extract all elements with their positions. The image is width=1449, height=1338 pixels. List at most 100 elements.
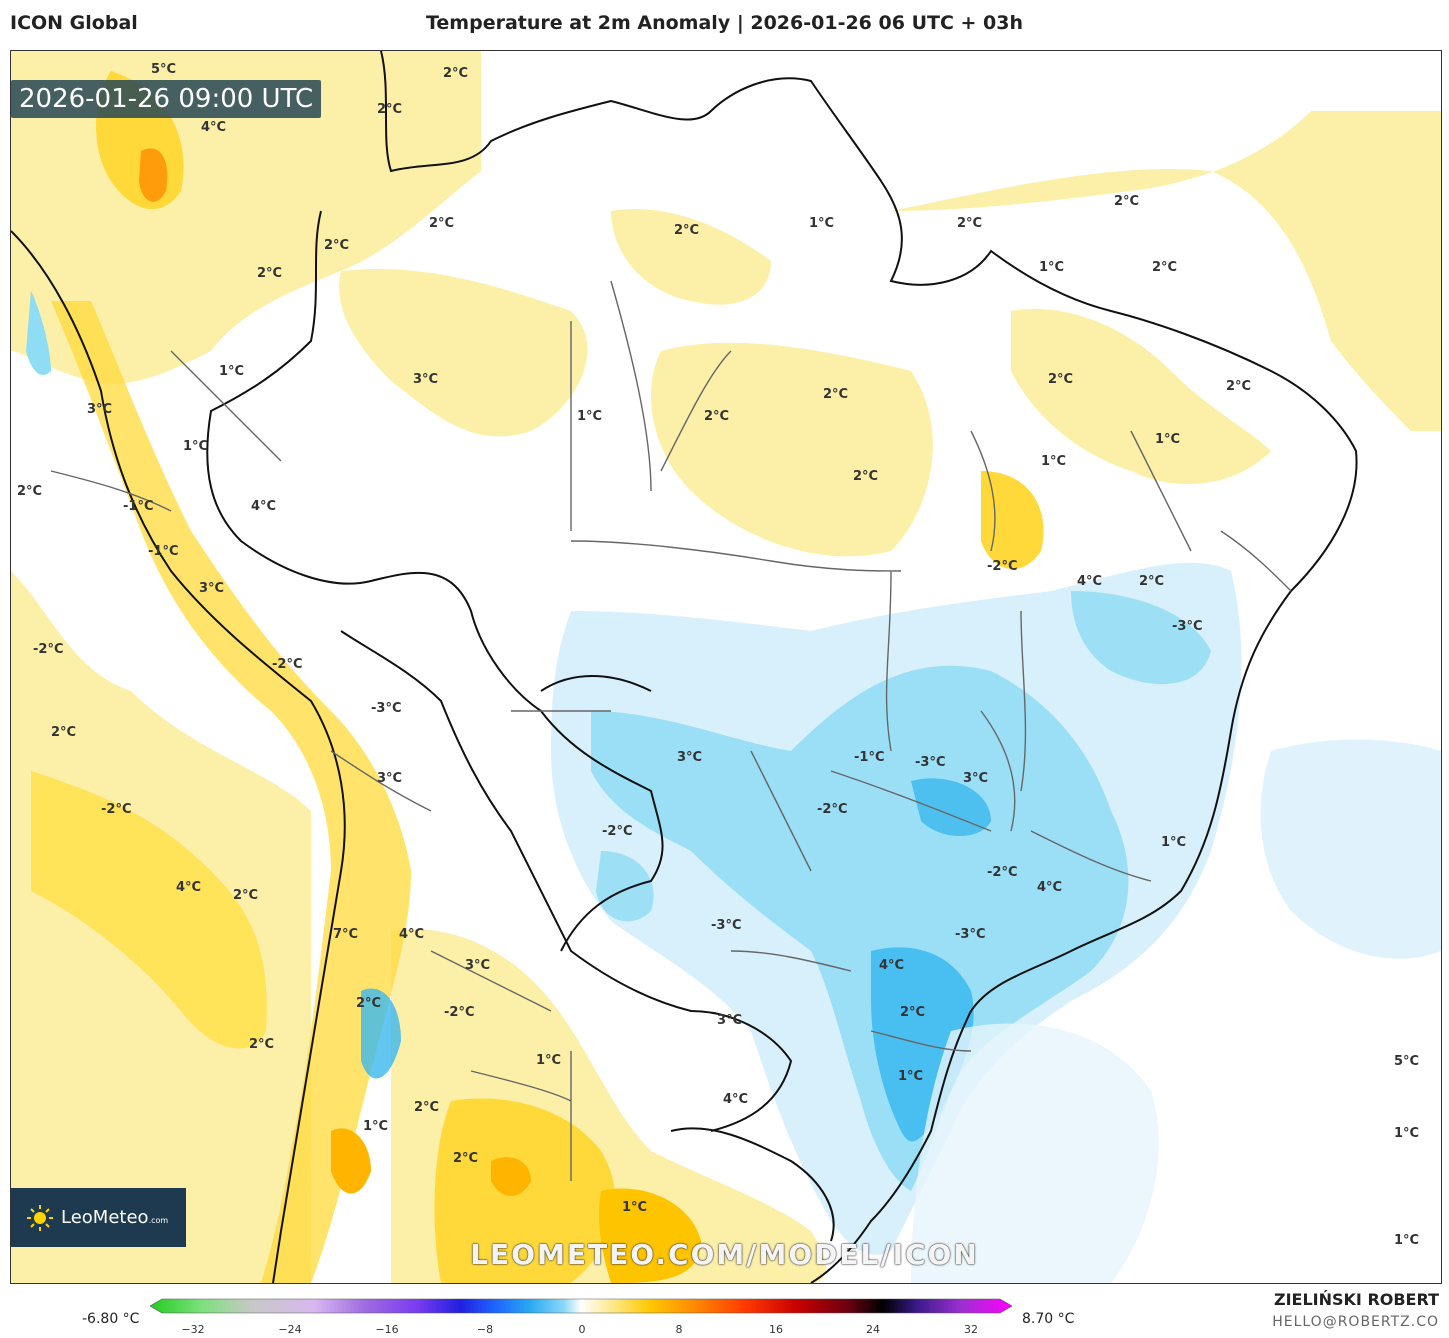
contour-label: 1°C	[183, 439, 208, 454]
contour-label: 2°C	[257, 266, 282, 281]
contour-label: 2°C	[356, 996, 381, 1011]
contour-label: 3°C	[87, 402, 112, 417]
border-brazil-west	[206, 210, 664, 952]
border-uruguay	[670, 1127, 835, 1242]
colorbar-max-label: 8.70 °C	[1022, 1311, 1075, 1327]
colorbar-tick: 24	[866, 1323, 880, 1336]
colorbar-tick: −24	[278, 1323, 302, 1336]
anomaly-map: 5°C 2°C 2°C 4°C 2°C 2°C 1°C 2°C 2°C 2°C …	[11, 51, 1441, 1283]
contour-label: 3°C	[963, 771, 988, 786]
site-watermark: LEOMETEO.COM/MODEL/ICON	[470, 1238, 979, 1271]
contour-label: 3°C	[377, 771, 402, 786]
border-andes-west	[11, 230, 346, 1283]
contour-label: 1°C	[1161, 835, 1186, 850]
contour-label: 1°C	[622, 1200, 647, 1215]
colorbar-tick: 0	[578, 1323, 586, 1336]
contour-label: 4°C	[879, 958, 904, 973]
colorbar	[150, 1298, 1012, 1314]
pacific-warm-core	[31, 771, 267, 1049]
colorbar-tick: 16	[769, 1323, 783, 1336]
contour-label: -2°C	[444, 1005, 474, 1020]
contour-label: 2°C	[377, 102, 402, 117]
colorbar-tick: −8	[476, 1323, 494, 1336]
colorbar-tick: 8	[675, 1323, 683, 1336]
contour-label: 1°C	[1394, 1233, 1419, 1248]
sun-logo-icon	[27, 1204, 53, 1231]
contour-label: -3°C	[371, 701, 401, 716]
state-borders	[511, 280, 1292, 1052]
contour-label: -2°C	[987, 865, 1017, 880]
author-email[interactable]: HELLO@ROBERTZ.CO	[1272, 1314, 1439, 1330]
contour-label: 2°C	[1139, 574, 1164, 589]
model-title: ICON Global	[10, 12, 138, 34]
contour-label: 1°C	[1039, 260, 1064, 275]
contour-label: 2°C	[233, 888, 258, 903]
contour-label: 2°C	[324, 238, 349, 253]
contour-label: 2°C	[249, 1037, 274, 1052]
south-warm-core	[434, 1098, 616, 1283]
author-name: ZIELIŃSKI ROBERT	[1273, 1290, 1439, 1309]
chart-title: Temperature at 2m Anomaly | 2026-01-26 0…	[425, 12, 1024, 34]
logo-text: LeoMeteo.com	[61, 1207, 169, 1228]
contour-label: 7°C	[333, 927, 358, 942]
leometeo-logo[interactable]: LeoMeteo.com	[11, 1188, 186, 1247]
contour-label: 2°C	[674, 223, 699, 238]
contour-label: 2°C	[453, 1151, 478, 1166]
colorbar-tick: 32	[964, 1323, 978, 1336]
contour-label: 2°C	[823, 387, 848, 402]
contour-label: 2°C	[414, 1100, 439, 1115]
contour-label: 1°C	[809, 216, 834, 231]
contour-label: -2°C	[817, 802, 847, 817]
colorbar-tick: −32	[181, 1323, 205, 1336]
contour-label: 4°C	[723, 1092, 748, 1107]
coastline-north	[380, 51, 1358, 1283]
contour-label: -3°C	[1172, 619, 1202, 634]
contour-label: 1°C	[363, 1119, 388, 1134]
border-bolivia-paraguay	[340, 630, 793, 1132]
contour-label: 3°C	[717, 1013, 742, 1028]
label-5c: 5°C	[151, 62, 176, 77]
contour-label: -1°C	[854, 750, 884, 765]
contour-label: 3°C	[677, 750, 702, 765]
contour-label: 4°C	[201, 120, 226, 135]
contour-label: 4°C	[176, 880, 201, 895]
contour-label: -2°C	[987, 559, 1017, 574]
contour-label: 4°C	[251, 499, 276, 514]
contour-label: 2°C	[704, 409, 729, 424]
contour-label: 3°C	[413, 372, 438, 387]
contour-label: -2°C	[272, 657, 302, 672]
contour-label: 4°C	[1037, 880, 1062, 895]
valid-time-badge: 2026-01-26 09:00 UTC	[11, 80, 322, 118]
contour-label: 4°C	[399, 927, 424, 942]
contour-label: 2°C	[1152, 260, 1177, 275]
colorbar-min-label: -6.80 °C	[82, 1311, 140, 1327]
contour-label: 4°C	[1077, 574, 1102, 589]
contour-label: 1°C	[1041, 454, 1066, 469]
contour-label: -2°C	[33, 642, 63, 657]
contour-label: -2°C	[101, 802, 131, 817]
contour-label: 1°C	[898, 1069, 923, 1084]
contour-label: 2°C	[957, 216, 982, 231]
contour-label: 1°C	[1394, 1126, 1419, 1141]
contour-label: 3°C	[199, 581, 224, 596]
contour-label: 2°C	[429, 216, 454, 231]
contour-label: 1°C	[536, 1053, 561, 1068]
contour-label: -3°C	[955, 927, 985, 942]
contour-label: 2°C	[1226, 379, 1251, 394]
contour-label: 3°C	[465, 958, 490, 973]
colorbar-tick: −16	[375, 1323, 399, 1336]
contour-label: 2°C	[1048, 372, 1073, 387]
contour-label: 2°C	[443, 66, 468, 81]
contour-label: 2°C	[17, 484, 42, 499]
contour-label: 2°C	[900, 1005, 925, 1020]
contour-label: -1°C	[148, 544, 178, 559]
contour-label: 1°C	[219, 364, 244, 379]
map-area[interactable]: 5°C 2°C 2°C 4°C 2°C 2°C 1°C 2°C 2°C 2°C …	[10, 50, 1442, 1284]
andes-strip	[51, 301, 411, 1283]
contour-label: -3°C	[711, 918, 741, 933]
atlantic-north-warm	[891, 111, 1441, 431]
contour-label: 1°C	[577, 409, 602, 424]
southeast-cold-mid	[591, 665, 1129, 1191]
contour-label: 5°C	[1394, 1054, 1419, 1069]
contour-label: 2°C	[51, 725, 76, 740]
